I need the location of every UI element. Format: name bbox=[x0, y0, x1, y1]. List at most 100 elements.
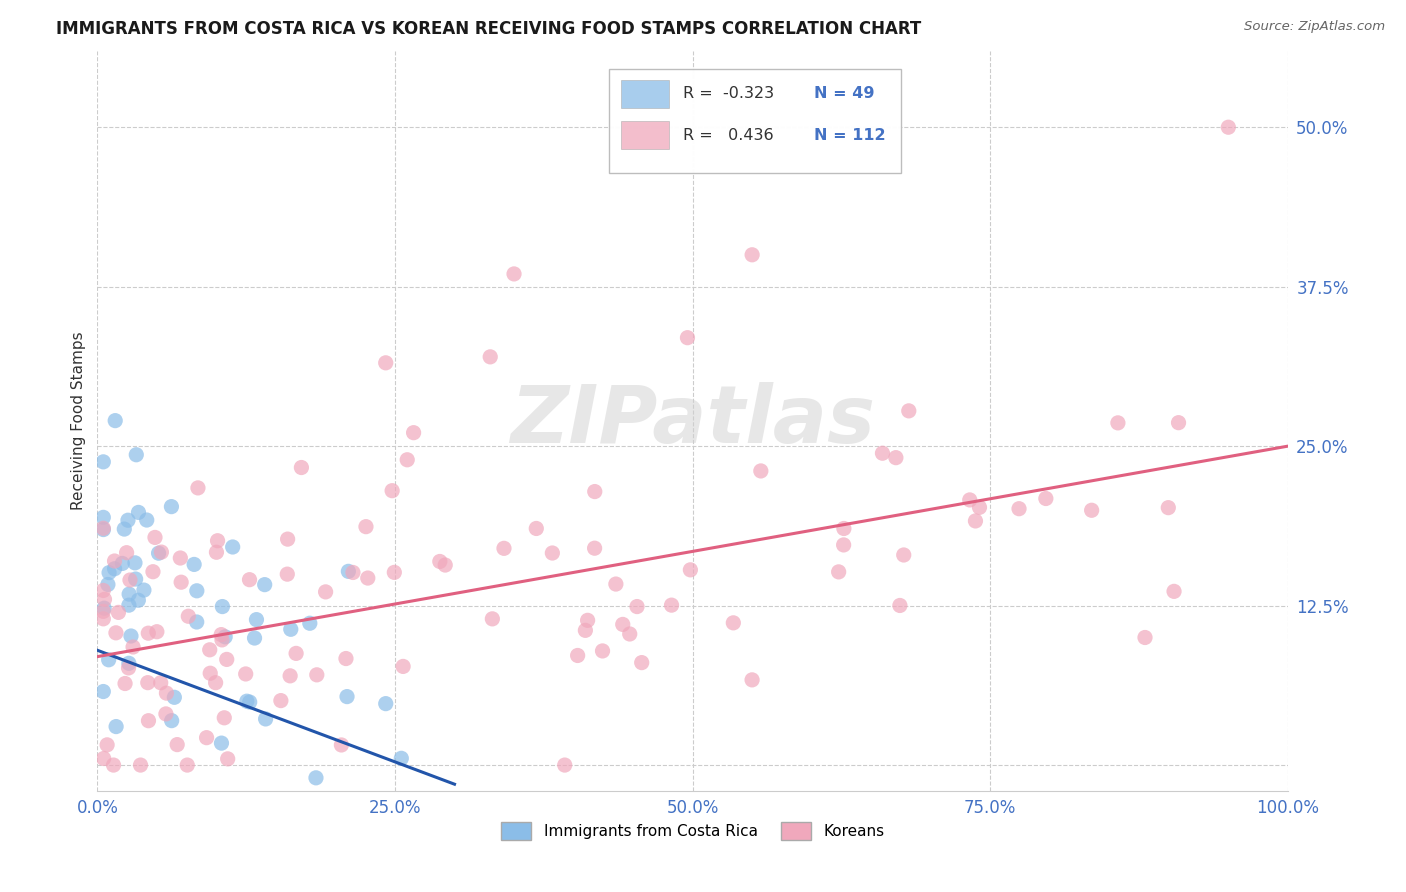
Point bbox=[118, 598, 141, 612]
Point bbox=[211, 736, 233, 750]
Point bbox=[118, 657, 141, 671]
Point bbox=[1163, 584, 1185, 599]
Text: ZIPatlas: ZIPatlas bbox=[510, 382, 875, 459]
Point bbox=[176, 758, 198, 772]
Point bbox=[619, 627, 641, 641]
Point bbox=[93, 523, 115, 537]
Point bbox=[235, 667, 257, 681]
Point bbox=[132, 583, 155, 598]
Point bbox=[198, 642, 221, 657]
Point bbox=[149, 675, 172, 690]
Point bbox=[91, 455, 114, 469]
Point bbox=[143, 531, 166, 545]
Text: Source: ZipAtlas.com: Source: ZipAtlas.com bbox=[1244, 20, 1385, 33]
Point bbox=[479, 350, 502, 364]
Point bbox=[195, 731, 218, 745]
Point bbox=[749, 464, 772, 478]
Point bbox=[298, 616, 321, 631]
Point bbox=[103, 554, 125, 568]
Point bbox=[605, 577, 627, 591]
Point bbox=[382, 566, 405, 580]
Point bbox=[236, 694, 259, 708]
Point bbox=[330, 738, 353, 752]
Point bbox=[723, 615, 745, 630]
Point bbox=[187, 481, 209, 495]
Point bbox=[200, 666, 222, 681]
Point bbox=[122, 640, 145, 654]
Point bbox=[150, 545, 173, 559]
Point bbox=[893, 548, 915, 562]
Point bbox=[524, 521, 547, 535]
Point bbox=[169, 551, 191, 566]
Point bbox=[381, 483, 404, 498]
Point bbox=[354, 519, 377, 533]
Point bbox=[374, 697, 396, 711]
Point bbox=[104, 414, 127, 428]
Point bbox=[396, 452, 419, 467]
Point bbox=[118, 573, 141, 587]
Point bbox=[221, 540, 243, 554]
Point bbox=[205, 545, 228, 559]
Point bbox=[163, 690, 186, 705]
Point bbox=[155, 686, 177, 700]
Point bbox=[115, 546, 138, 560]
Point bbox=[146, 624, 169, 639]
Point bbox=[285, 647, 308, 661]
Point bbox=[104, 625, 127, 640]
Point bbox=[114, 676, 136, 690]
Point bbox=[276, 567, 298, 582]
Point bbox=[245, 613, 267, 627]
FancyBboxPatch shape bbox=[609, 70, 901, 173]
Point bbox=[1008, 501, 1031, 516]
Point bbox=[1080, 503, 1102, 517]
Point bbox=[897, 404, 920, 418]
Point bbox=[583, 541, 606, 556]
Point bbox=[626, 599, 648, 614]
Point bbox=[374, 356, 396, 370]
Point bbox=[969, 500, 991, 515]
Point bbox=[270, 693, 292, 707]
Point bbox=[117, 661, 139, 675]
Point bbox=[98, 566, 121, 580]
Point bbox=[254, 712, 277, 726]
Point bbox=[136, 675, 159, 690]
Legend: Immigrants from Costa Rica, Koreans: Immigrants from Costa Rica, Koreans bbox=[495, 816, 890, 846]
Point bbox=[124, 556, 146, 570]
Point bbox=[91, 604, 114, 618]
Point bbox=[186, 615, 208, 629]
Point bbox=[238, 573, 260, 587]
Point bbox=[91, 510, 114, 524]
Point bbox=[305, 771, 328, 785]
Point bbox=[111, 557, 134, 571]
Point bbox=[105, 720, 128, 734]
Point bbox=[97, 577, 120, 591]
Point bbox=[337, 565, 360, 579]
Point bbox=[554, 758, 576, 772]
Point bbox=[630, 656, 652, 670]
Point bbox=[1157, 500, 1180, 515]
Point bbox=[889, 599, 911, 613]
Point bbox=[160, 500, 183, 514]
Point bbox=[107, 606, 129, 620]
Point bbox=[402, 425, 425, 440]
Point bbox=[429, 554, 451, 568]
Point bbox=[253, 577, 276, 591]
Point bbox=[118, 587, 141, 601]
Point bbox=[91, 583, 114, 598]
Point bbox=[177, 609, 200, 624]
Point bbox=[160, 714, 183, 728]
Point bbox=[1167, 416, 1189, 430]
Point bbox=[541, 546, 564, 560]
Point bbox=[91, 684, 114, 698]
Point bbox=[567, 648, 589, 663]
Point bbox=[125, 448, 148, 462]
Point bbox=[741, 673, 763, 687]
Point bbox=[239, 695, 262, 709]
Point bbox=[392, 659, 415, 673]
Point bbox=[217, 752, 239, 766]
Point bbox=[91, 612, 114, 626]
Point bbox=[832, 538, 855, 552]
Text: N = 49: N = 49 bbox=[814, 87, 875, 101]
Point bbox=[243, 631, 266, 645]
Point bbox=[209, 627, 232, 641]
